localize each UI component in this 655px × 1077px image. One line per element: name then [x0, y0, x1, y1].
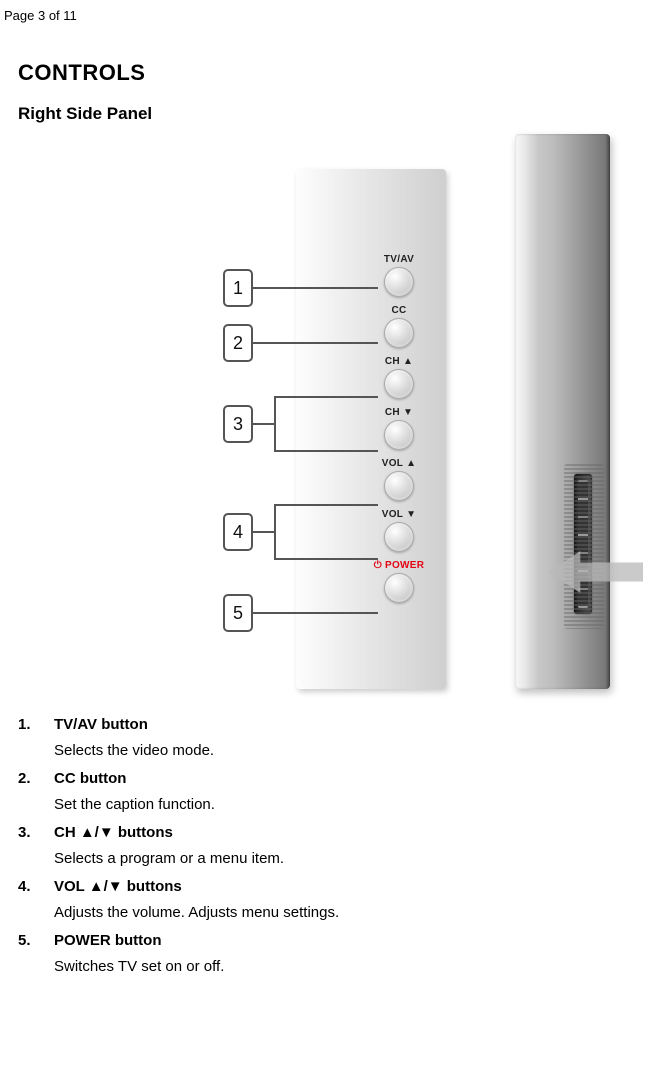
list-number: 5.: [18, 930, 54, 978]
list-desc: Selects the video mode.: [54, 740, 637, 763]
list-desc: Set the caption function.: [54, 794, 637, 817]
list-number: 3.: [18, 822, 54, 870]
callout-4: 4: [223, 513, 253, 551]
controls-list: 1. TV/AV button Selects the video mode. …: [18, 714, 637, 978]
list-title: CH ▲/▼ buttons: [54, 822, 637, 845]
section-subheading: Right Side Panel: [18, 104, 637, 124]
callout-5: 5: [223, 594, 253, 632]
page-indicator: Page 3 of 11: [4, 8, 77, 23]
list-title: POWER button: [54, 930, 637, 953]
callout-1: 1: [223, 269, 253, 307]
callout-3: 3: [223, 405, 253, 443]
list-desc: Switches TV set on or off.: [54, 956, 637, 979]
list-item: 3. CH ▲/▼ buttons Selects a program or a…: [18, 822, 637, 870]
list-number: 1.: [18, 714, 54, 762]
list-item: 5. POWER button Switches TV set on or of…: [18, 930, 637, 978]
section-heading: CONTROLS: [18, 60, 637, 86]
list-title: TV/AV button: [54, 714, 637, 737]
list-item: 1. TV/AV button Selects the video mode.: [18, 714, 637, 762]
callout-2: 2: [223, 324, 253, 362]
list-title: CC button: [54, 768, 637, 791]
list-title: VOL ▲/▼ buttons: [54, 876, 637, 899]
tv-body: [515, 134, 610, 689]
list-number: 2.: [18, 768, 54, 816]
controls-figure: TV/AV CC CH ▲ CH ▼ VOL ▲ VOL ▼ ⏻ POWER: [18, 134, 638, 694]
list-desc: Adjusts the volume. Adjusts menu setting…: [54, 902, 637, 925]
list-desc: Selects a program or a menu item.: [54, 848, 637, 871]
list-item: 4. VOL ▲/▼ buttons Adjusts the volume. A…: [18, 876, 637, 924]
list-number: 4.: [18, 876, 54, 924]
list-item: 2. CC button Set the caption function.: [18, 768, 637, 816]
insert-arrow-icon: [548, 542, 643, 602]
